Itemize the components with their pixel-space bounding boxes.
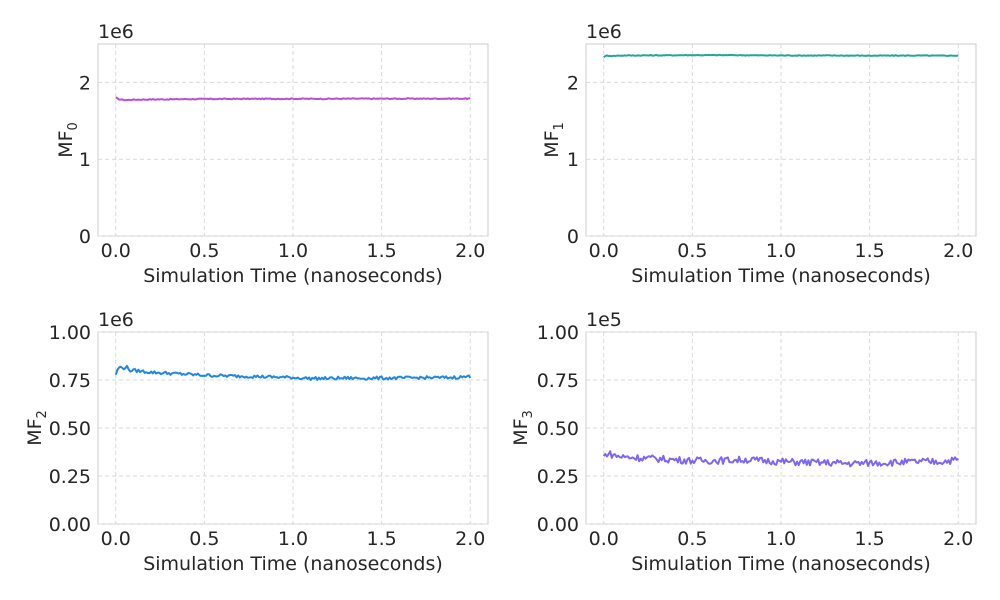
subplot-mf0: 0.0 0.5 1.0 1.5 2.0 0 1 2 1e6 Simulation Time (na…: [55, 21, 489, 287]
series-line: [602, 450, 959, 468]
x-tick-label: 2.0: [943, 240, 973, 262]
y-axis-label-base: MF: [55, 130, 77, 157]
x-axis-label: Simulation Time (nanoseconds): [631, 265, 931, 287]
series-line: [115, 96, 471, 102]
y-axis-label-base: MF: [510, 418, 532, 445]
y-axis-label-base: MF: [24, 418, 46, 445]
subplot-mf3: 0.0 0.5 1.0 1.5 2.0 0.00 0.25 0.50 0.75 1.00 1e5 Si…: [510, 309, 977, 575]
y-tick-label: 0.50: [537, 418, 579, 440]
axis-offset-label: 1e6: [98, 21, 134, 43]
y-axis-label: MF2: [24, 410, 50, 446]
y-axis-label: MF0: [55, 122, 81, 158]
y-tick-label: 0.50: [49, 418, 91, 440]
subplot-mf2: 0.0 0.5 1.0 1.5 2.0 0.00 0.25 0.50 0.75 1.00 1e6 Si…: [24, 309, 489, 575]
y-axis-label-subscript: 3: [521, 410, 536, 418]
x-tick-label: 0.5: [189, 528, 219, 550]
y-tick-label: 2: [567, 72, 579, 94]
subplot-mf1: 0.0 0.5 1.0 1.5 2.0 0 1 2 1e6 Simulation Time (na…: [541, 21, 977, 287]
x-tick-label: 1.0: [278, 240, 308, 262]
y-tick-label: 1: [79, 149, 91, 171]
x-tick-label: 1.5: [367, 240, 397, 262]
y-axis-label-subscript: 0: [66, 122, 81, 130]
axis-offset-label: 1e6: [98, 309, 134, 331]
x-tick-label: 0.0: [101, 528, 131, 550]
y-tick-label: 1: [567, 149, 579, 171]
y-tick-label: 0.00: [537, 514, 579, 536]
x-tick-label: 0.5: [677, 240, 707, 262]
x-axis-label: Simulation Time (nanoseconds): [143, 553, 443, 575]
series-line: [603, 53, 959, 59]
y-tick-label: 1.00: [537, 322, 579, 344]
x-tick-label: 0.0: [101, 240, 131, 262]
y-tick-label: 0.00: [49, 514, 91, 536]
x-tick-label: 0.5: [189, 240, 219, 262]
axis-offset-label: 1e6: [586, 21, 622, 43]
x-axis-label: Simulation Time (nanoseconds): [631, 553, 931, 575]
x-tick-label: 2.0: [943, 528, 973, 550]
axis-offset-label: 1e5: [586, 309, 622, 331]
x-tick-label: 1.5: [367, 528, 397, 550]
x-tick-label: 1.0: [278, 528, 308, 550]
y-axis-label-base: MF: [541, 130, 563, 157]
y-axis-label: MF1: [541, 122, 567, 158]
x-tick-label: 2.0: [455, 240, 485, 262]
y-axis-label-subscript: 1: [552, 122, 567, 130]
y-tick-label: 0.25: [49, 466, 91, 488]
x-tick-label: 0.0: [589, 528, 619, 550]
x-tick-label: 1.5: [855, 528, 885, 550]
y-tick-label: 0: [567, 226, 579, 248]
y-tick-label: 0.75: [49, 370, 91, 392]
y-tick-label: 2: [79, 72, 91, 94]
series-line: [114, 364, 472, 381]
x-tick-label: 1.0: [766, 240, 796, 262]
y-tick-label: 0.75: [537, 370, 579, 392]
y-tick-label: 1.00: [49, 322, 91, 344]
y-tick-label: 0.25: [537, 466, 579, 488]
x-tick-label: 0.0: [589, 240, 619, 262]
y-axis-label-subscript: 2: [35, 410, 50, 418]
x-tick-label: 1.0: [766, 528, 796, 550]
x-axis-label: Simulation Time (nanoseconds): [143, 265, 443, 287]
y-axis-label: MF3: [510, 410, 536, 446]
y-tick-label: 0: [79, 226, 91, 248]
x-tick-label: 1.5: [855, 240, 885, 262]
x-tick-label: 0.5: [677, 528, 707, 550]
x-tick-label: 2.0: [455, 528, 485, 550]
